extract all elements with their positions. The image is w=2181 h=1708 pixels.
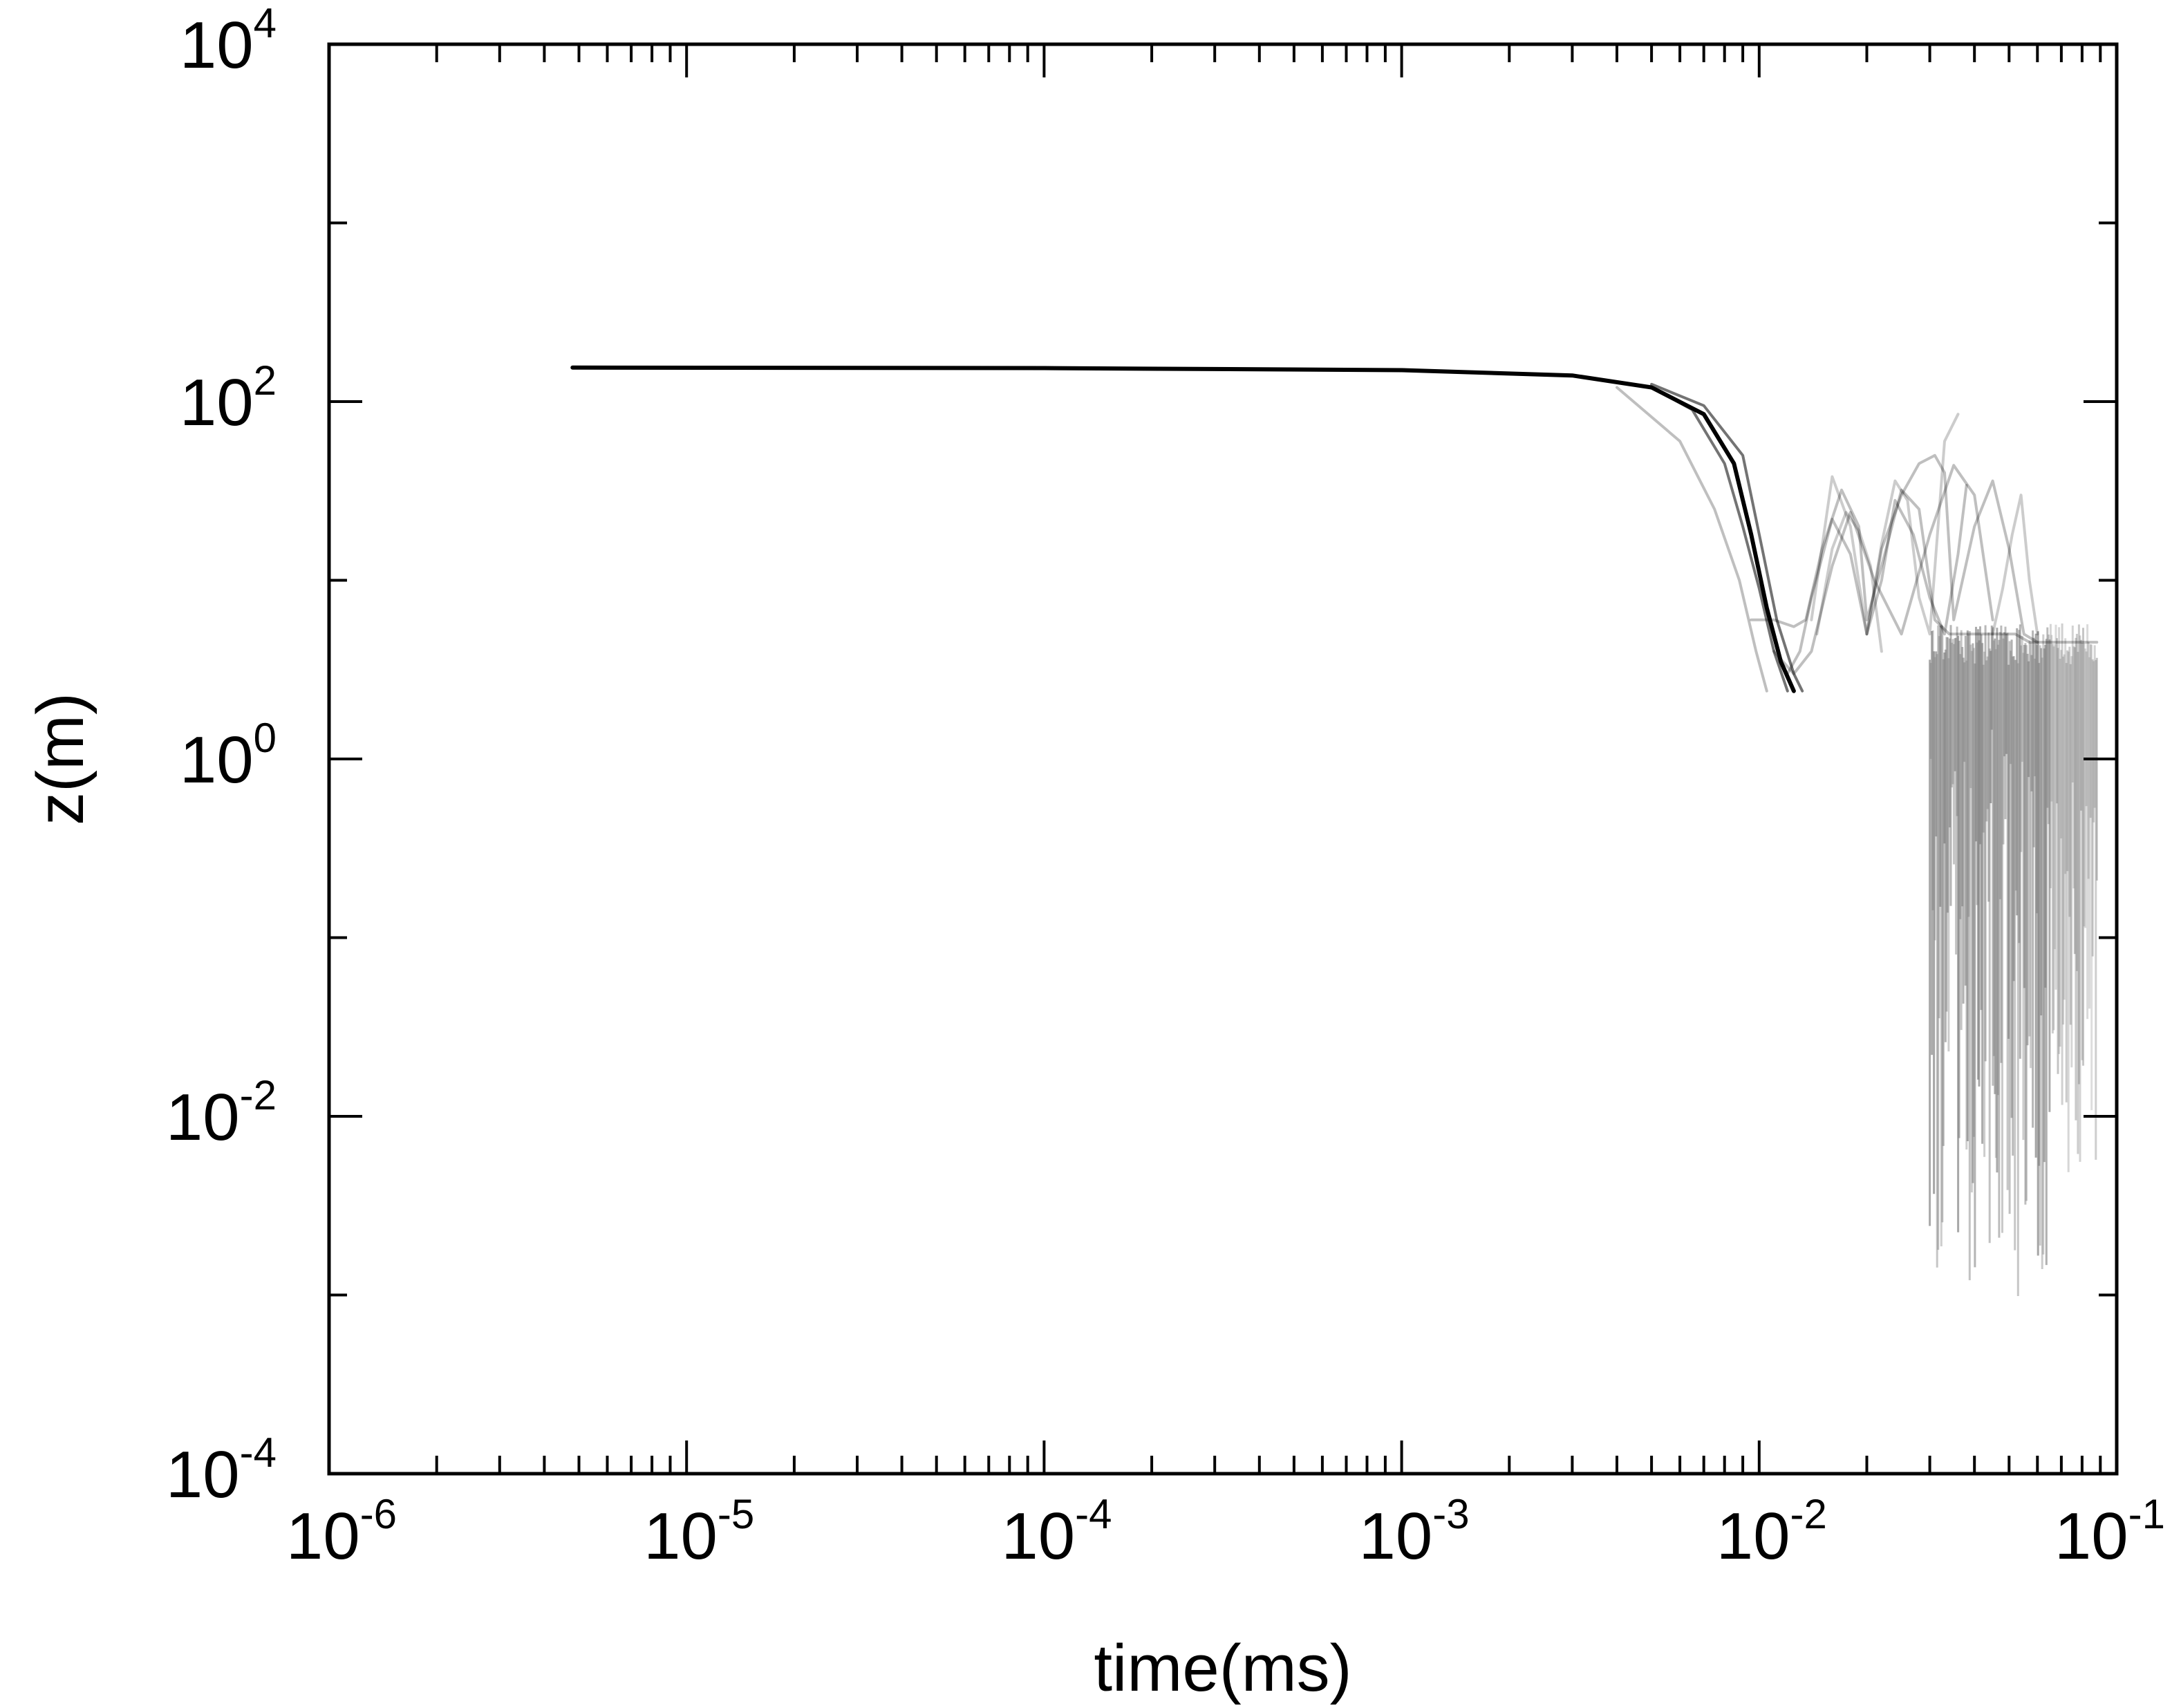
x-tick-label: 10-3 (1359, 1491, 1470, 1573)
series-line (1810, 413, 1960, 636)
series-line (1786, 484, 1968, 675)
data-layer (570, 365, 2099, 1296)
series-line (1650, 382, 1804, 693)
labels-layer: 10-6 10-5 10-4 10-3 10-2 10-1 10-4 10-2 100 102 10… (166, 0, 2165, 1573)
x-tick-label: 10-1 (2054, 1491, 2165, 1573)
series-line (1772, 464, 1994, 675)
y-tick-label: 10-2 (166, 1072, 277, 1154)
series-line (1750, 488, 2099, 644)
x-tick-label: 10-2 (1716, 1491, 1827, 1573)
series-line (1815, 511, 1883, 653)
ticks-layer (328, 43, 2118, 1475)
y-tick-label: 10-4 (166, 1429, 277, 1512)
series-line (1991, 494, 2039, 636)
x-tick-label: 10-4 (1001, 1491, 1112, 1573)
plot-frame (327, 42, 2119, 1476)
y-tick-label: 104 (180, 0, 277, 82)
x-tick-label: 10-5 (644, 1491, 754, 1573)
y-axis-title: z(m) (24, 693, 97, 825)
y-tick-label: 100 (180, 715, 277, 797)
x-axis-title: time(ms) (1094, 1631, 1351, 1705)
series-line (1650, 386, 1789, 693)
series-line (1865, 453, 2039, 644)
series-line (570, 365, 1796, 693)
y-tick-label: 102 (180, 357, 277, 440)
series-line (1616, 386, 1768, 693)
x-tick-label: 10-6 (286, 1491, 397, 1573)
